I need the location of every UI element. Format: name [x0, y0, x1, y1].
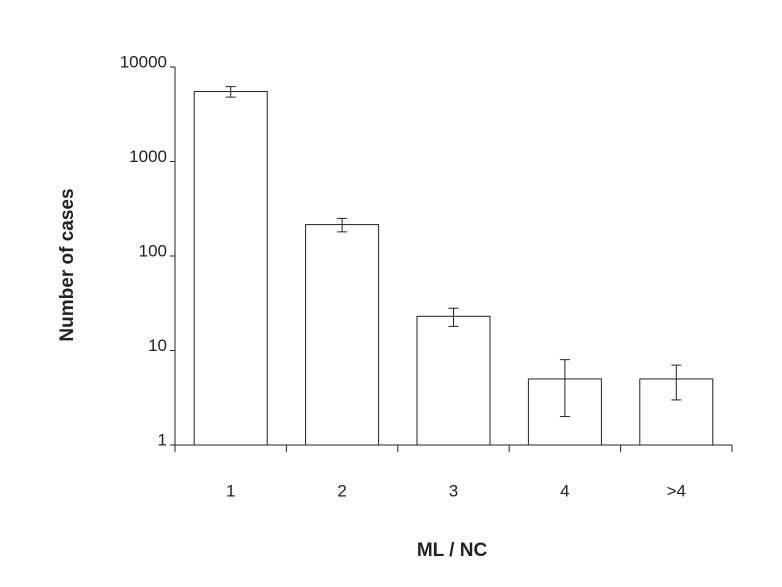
x-tick-label: 3 — [449, 481, 458, 500]
x-tick-label: 2 — [337, 481, 346, 500]
bar — [305, 224, 380, 446]
y-tick-label: 10 — [148, 336, 167, 355]
x-tick-label: >4 — [667, 481, 686, 500]
y-tick-label: 1 — [158, 430, 167, 449]
y-tick-label: 100 — [139, 241, 167, 260]
y-tick-label: 10000 — [120, 52, 167, 71]
y-axis-title: Number of cases — [57, 188, 78, 341]
x-tick-label: 4 — [560, 481, 569, 500]
x-tick-label: 1 — [226, 481, 235, 500]
bar — [193, 91, 268, 446]
x-axis-title: ML / NC — [417, 540, 488, 561]
bar — [416, 315, 491, 446]
y-tick-label: 1000 — [129, 147, 167, 166]
